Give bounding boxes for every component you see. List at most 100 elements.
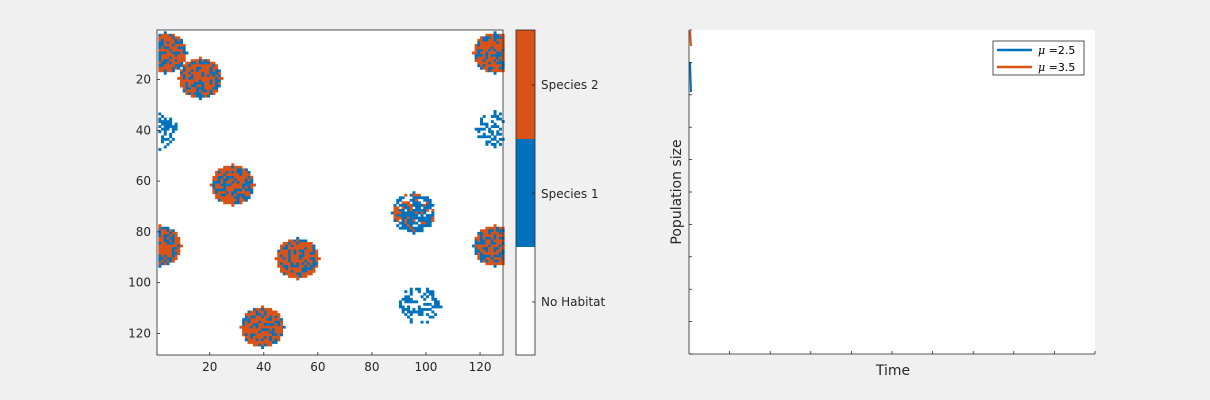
- habitat-cell: [174, 244, 178, 248]
- habitat-cell: [177, 64, 181, 68]
- habitat-cell: [209, 183, 213, 187]
- habitat-cell: [158, 226, 162, 230]
- habitat-cell: [485, 244, 489, 248]
- habitat-cell: [204, 69, 208, 73]
- habitat-cell: [163, 239, 167, 243]
- habitat-cell: [242, 318, 246, 322]
- habitat-cell: [404, 308, 408, 311]
- habitat-cell: [304, 254, 308, 258]
- habitat-cell: [236, 173, 240, 177]
- habitat-cell: [215, 191, 219, 195]
- habitat-cell: [309, 252, 313, 256]
- habitat-cell: [247, 315, 251, 319]
- habitat-cell: [182, 74, 186, 78]
- habitat-cell: [307, 249, 311, 253]
- habitat-cell: [247, 341, 251, 344]
- habitat-cell: [496, 125, 500, 129]
- habitat-cell: [428, 308, 432, 311]
- habitat-cell: [490, 59, 494, 63]
- habitat-cell: [263, 343, 267, 347]
- habitat-cell: [482, 234, 486, 238]
- habitat-cell: [485, 54, 489, 57]
- habitat-cell: [161, 46, 165, 50]
- y-tick-label: 60: [136, 174, 151, 188]
- habitat-cell: [290, 252, 294, 256]
- habitat-cell: [166, 64, 170, 68]
- y-tick-label: 120: [128, 326, 151, 340]
- habitat-cell: [407, 305, 411, 309]
- habitat-cell: [234, 176, 238, 179]
- habitat-cell: [409, 297, 413, 301]
- habitat-cell: [201, 61, 205, 65]
- habitat-cell: [407, 224, 411, 228]
- habitat-cell: [231, 186, 235, 189]
- habitat-cell: [488, 259, 492, 263]
- habitat-cell: [415, 214, 419, 217]
- habitat-cell: [407, 300, 411, 304]
- habitat-cell: [436, 305, 440, 309]
- habitat-cell: [193, 94, 197, 98]
- habitat-cell: [166, 36, 170, 40]
- habitat-cell: [163, 66, 167, 70]
- habitat-cell: [185, 61, 189, 65]
- habitat-cell: [190, 76, 194, 80]
- habitat-cell: [190, 84, 194, 88]
- habitat-cell: [207, 69, 211, 73]
- habitat-cell: [182, 79, 186, 83]
- habitat-cell: [239, 201, 243, 205]
- habitat-cell: [417, 209, 421, 212]
- habitat-cell: [158, 56, 162, 60]
- habitat-cell: [242, 191, 246, 195]
- habitat-cell: [309, 247, 313, 250]
- habitat-cell: [407, 211, 411, 215]
- habitat-cell: [423, 206, 427, 210]
- habitat-cell: [223, 176, 227, 179]
- habitat-cell: [431, 292, 435, 296]
- habitat-cell: [404, 214, 408, 217]
- habitat-cell: [498, 244, 502, 248]
- habitat-cell: [223, 183, 227, 187]
- habitat-cell: [293, 254, 297, 258]
- habitat-cell: [212, 186, 216, 189]
- habitat-cell: [488, 234, 492, 238]
- habitat-cell: [236, 186, 240, 189]
- habitat-cell: [228, 173, 232, 177]
- habitat-cell: [212, 89, 216, 93]
- habitat-cell: [482, 135, 486, 139]
- habitat-cell: [431, 315, 435, 319]
- habitat-cell: [234, 165, 238, 169]
- habitat-cell: [293, 247, 297, 250]
- habitat-cell: [190, 89, 194, 93]
- habitat-cell: [201, 79, 205, 83]
- habitat-cell: [423, 308, 427, 311]
- habitat-cell: [261, 328, 265, 332]
- habitat-cell: [179, 64, 183, 68]
- habitat-cell: [161, 115, 165, 118]
- habitat-cell: [169, 135, 173, 139]
- habitat-cell: [301, 275, 305, 278]
- habitat-cell: [425, 290, 429, 294]
- habitat-cell: [163, 252, 167, 256]
- habitat-cell: [163, 231, 167, 235]
- habitat-cell: [252, 325, 256, 329]
- habitat-cell: [188, 74, 192, 78]
- habitat-cell: [161, 122, 165, 126]
- habitat-cell: [288, 257, 292, 261]
- habitat-cell: [488, 254, 492, 258]
- habitat-cell: [271, 318, 275, 322]
- habitat-cell: [480, 254, 484, 258]
- habitat-cell: [161, 120, 165, 123]
- habitat-cell: [188, 84, 192, 88]
- habitat-cell: [239, 193, 243, 197]
- habitat-cell: [220, 183, 224, 187]
- habitat-cell: [498, 249, 502, 253]
- colorbar-label-no-habitat: No Habitat: [541, 295, 606, 309]
- habitat-cell: [177, 56, 181, 60]
- habitat-cell: [161, 229, 165, 233]
- habitat-cell: [185, 89, 189, 93]
- habitat-cell: [309, 267, 313, 271]
- habitat-cell: [266, 308, 270, 311]
- habitat-cell: [425, 209, 429, 212]
- x-tick-label: 60: [310, 360, 325, 374]
